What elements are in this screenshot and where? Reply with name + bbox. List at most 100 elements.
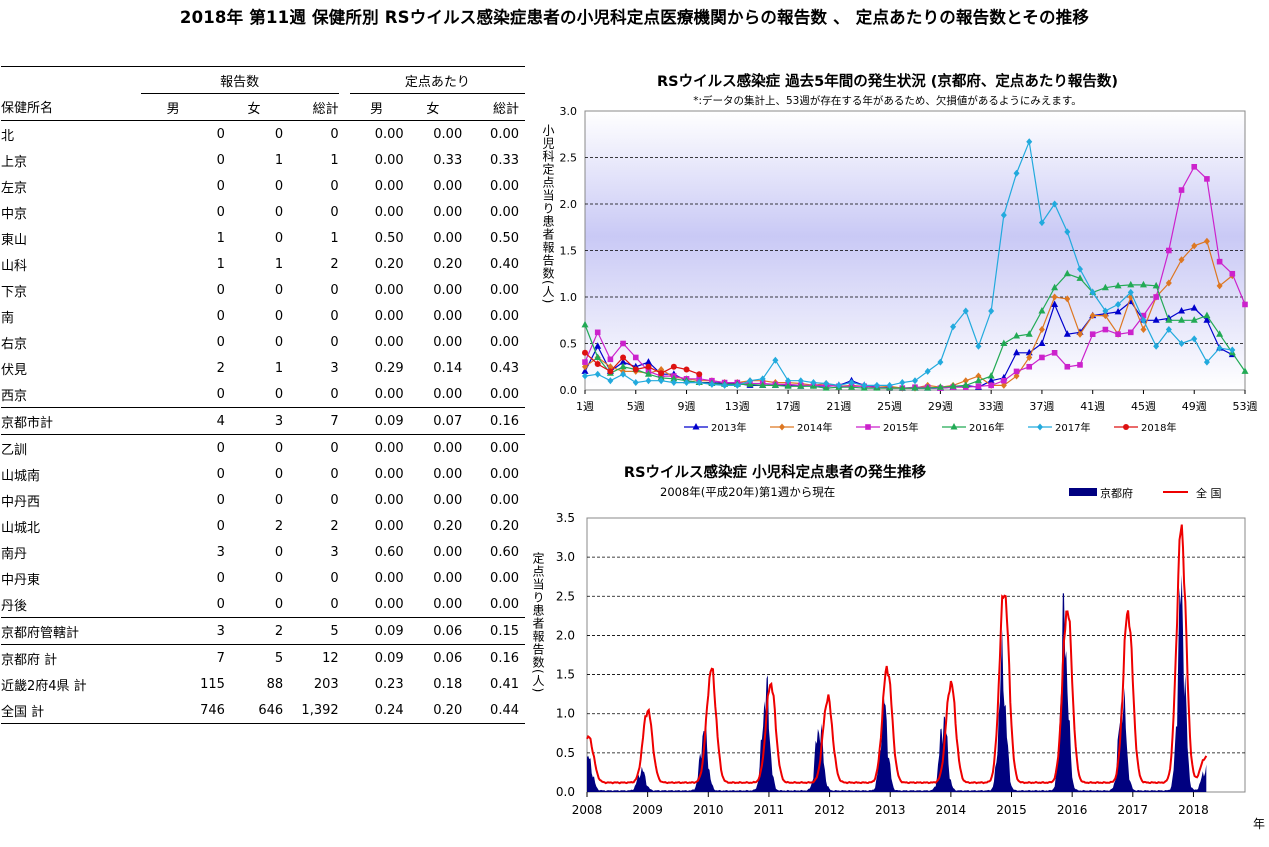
data-point (924, 381, 931, 389)
data-point (1000, 381, 1007, 389)
cell-per-male: 0.00 (374, 126, 404, 142)
cell-per-total: 0.00 (490, 570, 519, 586)
data-point (644, 358, 652, 365)
cell-per-female: 0.18 (433, 676, 463, 692)
data-point (1001, 377, 1007, 384)
cell-male: 1 (216, 230, 225, 246)
cell-name: 乙訓 (1, 434, 141, 461)
data-point (1190, 316, 1198, 323)
data-point (1153, 342, 1160, 350)
cell-per-male: 0.00 (374, 570, 404, 586)
table-row: 近畿2府4県 計 115 88 203 0.23 0.18 0.41 (1, 671, 525, 697)
cell-per-male: 0.00 (374, 178, 404, 194)
header-blank (1, 66, 141, 94)
x-tick-label: 21週 (826, 400, 851, 413)
data-point (683, 379, 690, 387)
kyoto-area (587, 574, 1207, 792)
data-point (1038, 326, 1045, 334)
data-point (1127, 329, 1134, 336)
cell-per-total: 0.60 (490, 544, 519, 560)
cell-per-total: 0.50 (490, 230, 519, 246)
data-point (671, 373, 677, 379)
cell-female: 0 (274, 466, 284, 482)
data-point (657, 370, 665, 377)
cell-female: 646 (224, 697, 284, 724)
data-point (1229, 346, 1236, 354)
data-point (759, 375, 766, 383)
data-point (1025, 330, 1033, 337)
data-point (1063, 269, 1071, 277)
data-point (1089, 311, 1097, 319)
x-tick-label: 41週 (1080, 400, 1105, 413)
cell-name: 中丹東 (1, 572, 41, 588)
cell-name: 近畿2府4県 計 (1, 678, 87, 694)
x-tick-label: 9週 (678, 400, 696, 413)
data-point (747, 380, 753, 387)
cell-male: 3 (216, 544, 225, 560)
data-point (1203, 237, 1210, 245)
data-point (1216, 344, 1224, 351)
data-point (975, 383, 982, 390)
cell-female: 2 (224, 617, 284, 645)
cell-per-male: 0.00 (374, 204, 404, 220)
data-point (848, 383, 855, 390)
data-point (1127, 297, 1135, 305)
data-point (873, 383, 881, 390)
table-row: 西京 0 0 0 0.00 0.00 0.00 (1, 381, 525, 408)
data-point (1038, 306, 1046, 314)
x-tick-label: 13週 (725, 400, 750, 413)
data-point (1051, 300, 1059, 307)
cell-male: 0 (216, 126, 225, 142)
data-point (1013, 368, 1020, 375)
table-row: 山城北 0 2 2 0.00 0.20 0.20 (1, 513, 525, 539)
data-point (1178, 316, 1186, 323)
cell-per-total: 0.16 (462, 644, 525, 671)
data-point (1165, 314, 1173, 321)
cell-male: 0 (216, 178, 225, 194)
data-point (747, 377, 753, 385)
data-point (1000, 211, 1007, 219)
data-point (1089, 288, 1096, 296)
data-point (1178, 306, 1186, 314)
data-point (670, 374, 678, 382)
cell-male: 0 (216, 204, 225, 220)
cell-male: 4 (140, 407, 225, 435)
table-row: 北 0 0 0 0.00 0.00 0.00 (1, 121, 525, 148)
data-point (1216, 344, 1223, 352)
legend-marker (779, 423, 785, 431)
data-point (860, 381, 868, 388)
legend-label: 2013年 (711, 421, 746, 434)
cell-male: 0 (216, 282, 225, 298)
data-point (848, 376, 856, 384)
data-point (797, 382, 804, 389)
data-point (1026, 138, 1033, 146)
series-2014年 (582, 237, 1236, 392)
cell-male: 7 (140, 644, 225, 671)
data-point (1064, 363, 1071, 370)
data-point (1076, 274, 1084, 281)
cell-per-female: 0.00 (433, 178, 463, 194)
cell-per-male: 0.00 (374, 492, 404, 508)
data-point (810, 382, 817, 389)
cell-per-female: 0.00 (433, 230, 463, 246)
data-point (898, 384, 906, 391)
data-point (1203, 316, 1211, 323)
data-point (632, 379, 639, 387)
data-point (797, 377, 804, 385)
cell-name: 全国 計 (1, 697, 141, 724)
data-point (771, 381, 779, 388)
data-point (734, 381, 741, 389)
data-point (949, 382, 957, 389)
cell-per-male: 0.29 (374, 360, 404, 376)
cell-per-total: 0.15 (462, 617, 525, 645)
data-point (759, 381, 767, 388)
x-tick-label: 2008 (572, 803, 603, 817)
data-point (1191, 242, 1198, 250)
cell-per-male: 0.00 (374, 334, 404, 350)
data-point (873, 384, 881, 391)
data-point (696, 371, 703, 378)
col-name: 保健所名 (1, 93, 141, 121)
data-point (809, 381, 817, 388)
data-point (670, 370, 678, 377)
x-tick-label: 33週 (979, 400, 1004, 413)
